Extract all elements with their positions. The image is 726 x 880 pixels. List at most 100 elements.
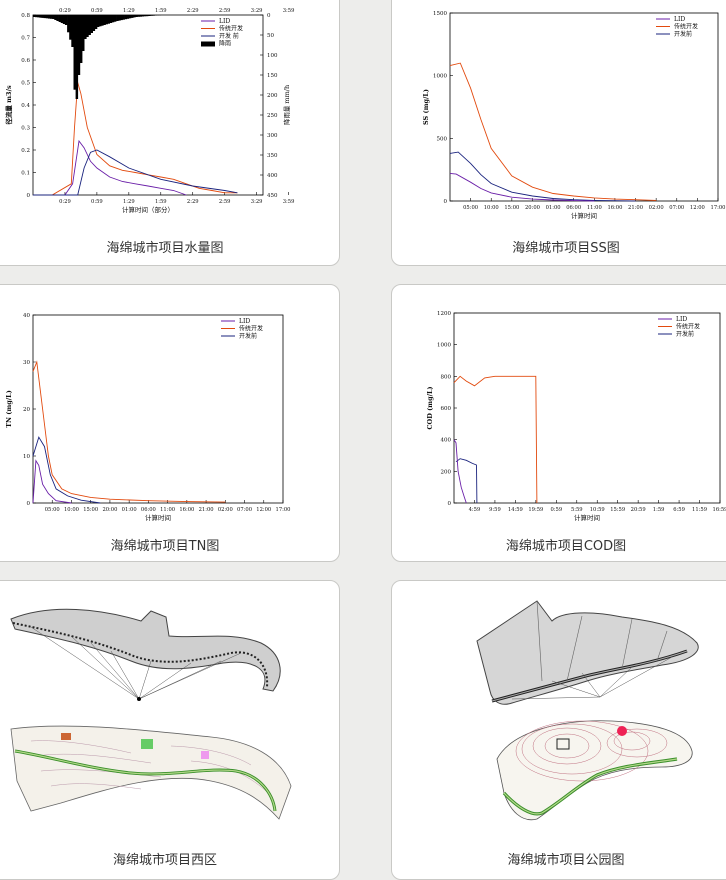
y-tick-label: 40: [23, 313, 30, 319]
x-tick-label-top: 0:59: [91, 8, 103, 14]
x-tick-label: 2:59: [219, 199, 231, 205]
y-right-tick-label: 400: [267, 173, 278, 179]
legend-label: 开发 前: [219, 32, 239, 40]
x-tick-label: 05:00: [463, 205, 478, 211]
rain-bar: [35, 15, 38, 17]
y-tick-label: 0.7: [21, 36, 30, 42]
legend-label: LID: [239, 318, 250, 325]
series-line-开发前: [456, 459, 477, 503]
rain-bar: [144, 15, 147, 16]
x-tick-label: 21:00: [199, 507, 214, 513]
x-tick-label: 3:29: [251, 199, 263, 205]
y-right-tick-label: 450: [267, 193, 278, 199]
x-tick-label: 5:59: [571, 507, 583, 513]
x-tick-label: 01:00: [546, 205, 561, 211]
series-line-LID: [33, 141, 186, 195]
legend-label: LID: [219, 18, 230, 25]
x-tick-label: 17:00: [711, 205, 726, 211]
x-tick-label: 1:29: [123, 199, 135, 205]
x-tick-label: 02:00: [218, 507, 233, 513]
park-network-diagram: [477, 601, 698, 704]
y-tick-label: 0.3: [21, 126, 30, 132]
y-tick-label: 0: [27, 193, 31, 199]
series-line-开发前: [450, 152, 636, 201]
legend-label: 开发前: [239, 332, 257, 340]
y-tick-label: 0.5: [21, 81, 30, 87]
series-line-传统开发: [450, 63, 656, 200]
x-tick-label: 15:00: [83, 507, 98, 513]
card-park[interactable]: 海绵城市项目公园图: [391, 580, 726, 880]
y-tick-label: 1200: [437, 311, 451, 317]
x-tick-label: 12:00: [690, 205, 705, 211]
rain-bar: [101, 15, 104, 26]
caption-ss: 海绵城市项目SS图: [392, 237, 726, 256]
y-axis-label: TN (mg/L): [5, 390, 13, 428]
x-tick-label-top: 1:29: [123, 8, 135, 14]
y-tick-label: 30: [23, 360, 30, 366]
y-axis-label: SS (mg/L): [422, 89, 430, 125]
y-right-tick-label: 50: [267, 33, 274, 39]
caption-west-district: 海绵城市项目西区: [0, 849, 339, 868]
y-tick-label: 1500: [433, 11, 447, 17]
y-tick-label: 0: [27, 501, 31, 507]
y-right-axis-label: 降雨量 mm/h: [282, 85, 291, 125]
y-tick-label: 0.8: [21, 13, 30, 19]
x-tick-label-top: 1:59: [155, 8, 167, 14]
y-tick-label: 0: [448, 501, 452, 507]
x-tick-label: 20:00: [525, 205, 540, 211]
x-tick-label-top: 3:59: [283, 8, 295, 14]
x-tick-label: 19:59: [528, 507, 543, 513]
rain-bar: [50, 15, 53, 19]
plot-frame: [33, 315, 283, 503]
series-line-传统开发: [454, 376, 537, 503]
legend-label: LID: [676, 316, 687, 323]
x-axis-label: 计算时间（部分）: [122, 205, 174, 214]
series-line-开发前: [33, 437, 100, 503]
west-site-plan: [11, 726, 291, 819]
plot-frame: [450, 13, 718, 201]
rain-bar: [93, 15, 96, 31]
x-tick-label: 4:59: [469, 507, 481, 513]
x-tick-label: 16:59: [713, 507, 726, 513]
x-tick-label: 11:00: [587, 205, 602, 211]
rain-bar: [71, 15, 74, 47]
card-west-district[interactable]: 海绵城市项目西区: [0, 580, 340, 880]
legend-label: 传统开发: [219, 25, 243, 33]
y-tick-label: 0: [444, 199, 448, 205]
legend-label: 降雨: [219, 40, 231, 48]
y-right-tick-label: 350: [267, 153, 278, 159]
x-tick-label: 15:59: [610, 507, 625, 513]
x-tick-label: 10:00: [64, 507, 79, 513]
x-tick-label: 10:59: [590, 507, 605, 513]
x-tick-label: 11:59: [692, 507, 707, 513]
rain-bar: [108, 15, 111, 24]
series-line-传统开发: [33, 83, 237, 196]
rain-bar: [65, 15, 68, 25]
y-right-tick-label: 150: [267, 73, 278, 79]
legend-label: 传统开发: [674, 23, 698, 31]
caption-cod: 海绵城市项目COD图: [392, 535, 726, 554]
x-tick-label: 1:59: [155, 199, 167, 205]
x-tick-label: 21:00: [628, 205, 643, 211]
x-axis-label: 计算时间: [574, 513, 600, 522]
x-tick-label: 07:00: [237, 507, 252, 513]
x-tick-label: 16:00: [179, 507, 194, 513]
x-tick-label-top: 0:29: [59, 8, 71, 14]
caption-water-quantity: 海绵城市项目水量图: [0, 237, 339, 256]
y-tick-label: 600: [441, 406, 452, 412]
y-right-tick-label: 100: [267, 53, 278, 59]
series-line-LID: [33, 461, 72, 503]
plot-frame: [454, 313, 720, 503]
y-tick-label: 20: [23, 407, 30, 413]
y-right-tick-label: 0: [267, 13, 271, 19]
x-axis-label: 计算时间: [571, 211, 597, 220]
legend-label: 开发前: [676, 330, 694, 338]
rain-bar: [78, 15, 81, 75]
